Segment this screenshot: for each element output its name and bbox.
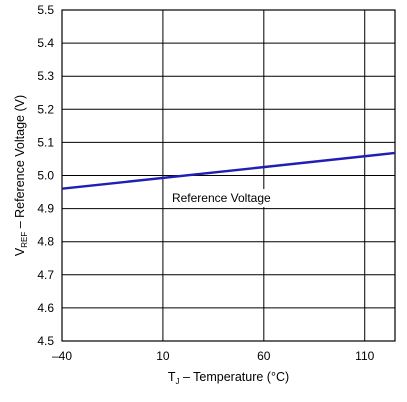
y-tick-label: 4.7 (37, 268, 54, 282)
x-tick-label: 110 (355, 349, 374, 363)
x-tick-label: –40 (52, 349, 72, 363)
y-tick-label: 5.2 (37, 102, 54, 116)
annotations: Reference Voltage (168, 189, 275, 208)
y-axis-label: VREF – Reference Voltage (V) (13, 95, 29, 256)
x-tick-label: 60 (257, 349, 271, 363)
y-tick-label: 5.3 (37, 69, 54, 83)
grid (61, 9, 395, 342)
y-tick-label: 5.4 (37, 36, 54, 50)
y-tick-label: 4.8 (37, 235, 54, 249)
y-tick-label: 4.9 (37, 202, 54, 216)
x-tick-label: 10 (156, 349, 170, 363)
plot-frame (61, 9, 396, 342)
series-group (61, 151, 396, 190)
annotation-label: Reference Voltage (172, 191, 271, 205)
y-tick-label: 4.6 (37, 301, 54, 315)
y-tick-label: 5.0 (37, 169, 54, 183)
tick-labels: 4.5 4.6 4.7 4.8 4.9 5.0 5.1 5.2 5.3 5.4 5.5 –40 10 60… (37, 3, 374, 363)
x-axis-label: TJ – Temperature (°C) (168, 370, 289, 386)
annotation-background (168, 189, 275, 208)
y-tick-label: 5.5 (37, 3, 54, 17)
y-tick-label: 5.1 (37, 135, 54, 149)
y-tick-label: 4.5 (37, 334, 54, 348)
series-line-reference-voltage (61, 151, 396, 190)
